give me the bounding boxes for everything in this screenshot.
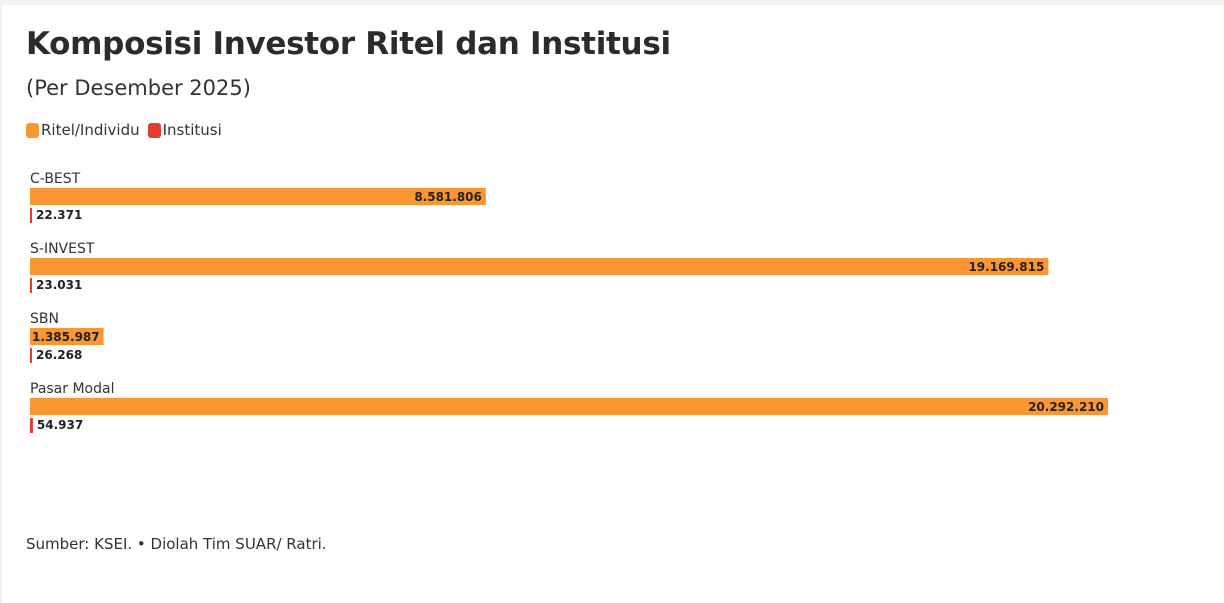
value-label-institusi-s-invest: 23.031 (36, 278, 82, 292)
value-label-ritel-pasar-modal: 20.292.210 (1028, 400, 1104, 414)
bar-institusi-sbn (30, 348, 32, 363)
value-label-ritel-c-best: 8.581.806 (414, 190, 482, 204)
legend-item-institusi[interactable]: Institusi (147, 121, 222, 139)
legend-label-ritel: Ritel/Individu (41, 121, 140, 139)
bar-ritel-s-invest (30, 258, 1049, 275)
chart-subtitle: (Per Desember 2025) (26, 76, 251, 100)
category-label-pasar-modal: Pasar Modal (30, 381, 114, 397)
bar-ritel-pasar-modal (30, 398, 1108, 415)
chart-legend: Ritel/Individu Institusi (26, 121, 230, 139)
category-label-s-invest: S-INVEST (30, 241, 95, 257)
bar-institusi-c-best (30, 208, 32, 223)
legend-swatch-institusi (147, 122, 161, 138)
bar-institusi-pasar-modal (30, 418, 33, 433)
chart-title: Komposisi Investor Ritel dan Institusi (26, 26, 671, 62)
source-note: Sumber: KSEI. • Diolah Tim SUAR/ Ratri. (26, 535, 327, 553)
category-label-sbn: SBN (30, 311, 59, 327)
bar-institusi-s-invest (30, 278, 32, 293)
value-label-ritel-s-invest: 19.169.815 (968, 260, 1044, 274)
value-label-institusi-pasar-modal: 54.937 (37, 418, 83, 432)
legend-item-ritel[interactable]: Ritel/Individu (26, 121, 140, 139)
value-label-institusi-c-best: 22.371 (36, 208, 82, 222)
legend-label-institusi: Institusi (162, 121, 222, 139)
bar-ritel-c-best (30, 188, 486, 205)
value-label-ritel-sbn: 1.385.987 (32, 330, 100, 344)
value-label-institusi-sbn: 26.268 (36, 348, 82, 362)
category-label-c-best: C-BEST (30, 171, 81, 187)
legend-swatch-ritel (26, 122, 39, 138)
chart-card (2, 5, 1224, 603)
bar-ritel-sbn (30, 328, 104, 345)
